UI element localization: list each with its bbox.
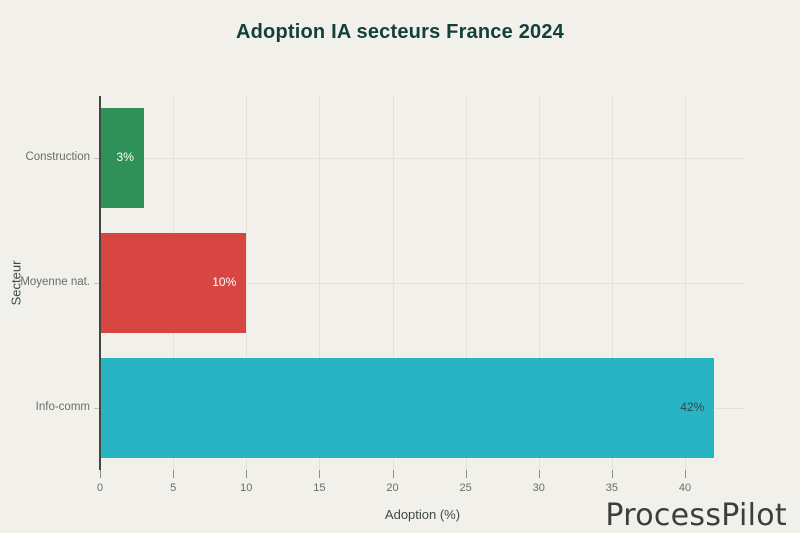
x-tick-label: 15: [313, 482, 326, 494]
y-tick-mark: [94, 283, 99, 284]
y-tick-mark: [94, 407, 99, 409]
x-tick-mark: [611, 470, 613, 478]
y-tick-mark: [94, 158, 99, 160]
bar-value-label: 42%: [680, 399, 705, 414]
y-gridline: [100, 283, 745, 284]
x-tick-label: 10: [240, 482, 253, 494]
x-tick-label: 30: [532, 482, 545, 494]
x-axis-title: Adoption (%): [384, 507, 461, 522]
x-tick-label: 0: [96, 482, 104, 494]
x-tick-label: 25: [459, 482, 472, 494]
x-tick-mark: [100, 470, 101, 478]
x-tick-label: 5: [170, 482, 177, 494]
bar-value-label: 3%: [116, 150, 134, 165]
y-tick-label: Info-comm: [35, 400, 90, 413]
bar-construction: [100, 108, 144, 209]
bar-moyenne-nat-: [100, 233, 247, 333]
bar-value-label: 10%: [212, 275, 237, 289]
x-tick-mark: [246, 470, 248, 478]
y-tick-label: Moyenne nat.: [20, 276, 90, 288]
x-tick-mark: [392, 470, 394, 478]
x-tick-mark: [465, 470, 467, 478]
x-tick-mark: [685, 470, 687, 478]
x-tick-mark: [538, 470, 540, 478]
y-axis-line: [99, 96, 101, 470]
chart-title: Adoption IA secteurs France 2024: [236, 21, 564, 43]
y-gridline: [100, 158, 745, 160]
x-tick-mark: [173, 470, 175, 478]
x-tick-mark: [319, 470, 321, 478]
bar-info-comm: [100, 357, 715, 458]
x-tick-label: 20: [386, 482, 399, 494]
watermark-processpilot: ProcessPilot: [605, 498, 787, 533]
x-tick-label: 35: [605, 482, 619, 494]
x-tick-label: 40: [678, 482, 692, 494]
y-tick-label: Construction: [25, 151, 90, 164]
